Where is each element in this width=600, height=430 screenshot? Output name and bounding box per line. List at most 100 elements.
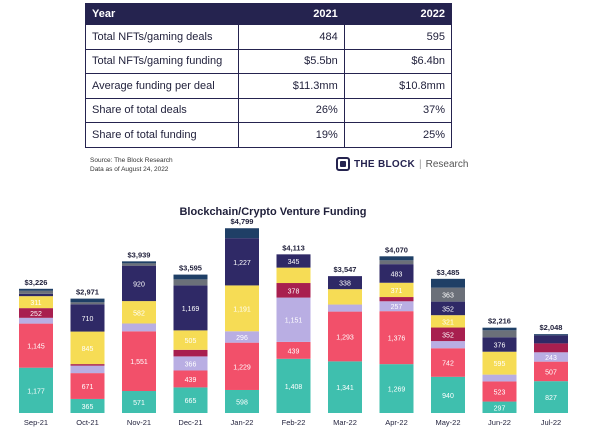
segment-label: 827 [545, 395, 557, 402]
bar-segment [328, 361, 362, 413]
row-label: Share of total deals [85, 98, 239, 123]
bar-segment [482, 401, 517, 413]
bar-segment [19, 288, 53, 291]
row-label: Total NFTs/gaming deals [85, 25, 239, 50]
total-label: $2,216 [488, 317, 511, 326]
bar-segment [276, 267, 311, 284]
bar-segment [534, 352, 568, 362]
bar-segment [19, 308, 53, 318]
bar-segment [173, 387, 208, 413]
bar-segment [482, 330, 517, 338]
segment-label: 439 [288, 348, 300, 355]
row-label: Total NFTs/gaming funding [85, 49, 239, 74]
segment-label: 845 [82, 346, 94, 353]
bar-segment [19, 293, 53, 297]
segment-label: 1,341 [336, 385, 354, 392]
segment-label: 363 [442, 293, 454, 300]
bar-segment [122, 261, 156, 264]
segment-label: 920 [133, 281, 145, 288]
bar-segment [19, 317, 53, 324]
row-label: Share of total funding [85, 122, 239, 148]
bar-segment [276, 254, 311, 268]
segment-label: 1,376 [388, 336, 406, 343]
segment-label: 366 [185, 361, 197, 368]
segment-label: 1,169 [182, 306, 200, 313]
bar-segment [70, 331, 105, 365]
stats-table: Year 2021 2022 Total NFTs/gaming deals 4… [85, 3, 453, 148]
cell-2021: 26% [238, 98, 345, 123]
bar-segment [328, 289, 362, 305]
segment-label: 1,293 [336, 334, 354, 341]
cell-2021: 484 [238, 25, 345, 50]
bar-segment [173, 279, 208, 286]
segment-label: 1,269 [388, 387, 406, 394]
bar-segment [70, 398, 105, 413]
bar-segment [173, 370, 208, 388]
segment-label: 243 [545, 355, 557, 362]
cell-2022: $10.8mm [343, 73, 453, 99]
segment-label: 1,408 [285, 384, 303, 391]
table-row: Share of total funding 19% 25% [85, 122, 453, 148]
table-row: Total NFTs/gaming funding $5.5bn $6.4bn [85, 49, 453, 74]
total-label: $3,595 [179, 264, 202, 273]
cell-2021: $11.3mm [238, 73, 345, 99]
bar-segment [379, 311, 414, 365]
the-block-logo-icon [336, 157, 350, 171]
segment-label: 940 [442, 393, 454, 400]
cell-2022: 25% [343, 122, 453, 148]
bar-segment [482, 337, 517, 352]
segment-label: 523 [494, 389, 506, 396]
bar-segment [276, 341, 311, 359]
bar-segment [225, 238, 259, 286]
bar-segment [70, 365, 105, 374]
segment-label: 571 [133, 400, 145, 407]
bar-segment [122, 331, 156, 392]
bar-segment [534, 343, 568, 353]
bar-segment [379, 297, 414, 302]
bar-segment [276, 358, 311, 413]
bar-segment [482, 381, 517, 402]
segment-label: 1,229 [233, 364, 251, 371]
logo-sub: Research [425, 158, 469, 170]
bar-segment [70, 298, 105, 303]
category-label: Jan-22 [231, 418, 254, 427]
table-header-row: Year 2021 2022 [85, 3, 453, 25]
segment-label: 378 [288, 288, 300, 295]
cell-2021: 19% [238, 122, 345, 148]
segment-label: 507 [545, 369, 557, 376]
bar-segment [534, 335, 568, 344]
total-label: $3,939 [128, 250, 151, 259]
logo-brand: THE BLOCK [354, 158, 416, 170]
segment-label: 710 [82, 316, 94, 323]
bar-segment [173, 330, 208, 350]
bar-segment [482, 351, 517, 375]
the-block-logo: THE BLOCK | Research [336, 157, 468, 171]
bar-segment [225, 228, 259, 239]
bar-segment [70, 373, 105, 399]
bar-segment [379, 282, 414, 298]
category-label: Oct-21 [76, 418, 99, 427]
segment-label: 1,177 [27, 388, 45, 395]
segment-label: 352 [442, 332, 454, 339]
bar-segment [379, 364, 414, 413]
bar-segment [328, 276, 362, 290]
table-row: Share of total deals 26% 37% [85, 98, 453, 123]
category-label: Mar-22 [333, 418, 357, 427]
bar-segment [379, 301, 414, 312]
source-note: Source: The Block Research [90, 157, 173, 164]
bar-segment [225, 285, 259, 332]
segment-label: 296 [236, 335, 248, 342]
bar-segment [173, 349, 208, 357]
category-label: Feb-22 [282, 418, 306, 427]
segment-label: 665 [185, 398, 197, 405]
bar-segment [482, 327, 517, 331]
total-label: $4,113 [282, 243, 305, 252]
category-label: Jul-22 [541, 418, 561, 427]
bar-segment [379, 260, 414, 265]
venture-funding-chart: Blockchain/Crypto Venture Funding 1,177 1… [19, 206, 568, 427]
bar-segment [19, 367, 53, 413]
header-2022: 2022 [343, 3, 453, 25]
bar-segment [534, 361, 568, 382]
bar-segment [534, 334, 568, 336]
cell-2022: 37% [343, 98, 453, 123]
